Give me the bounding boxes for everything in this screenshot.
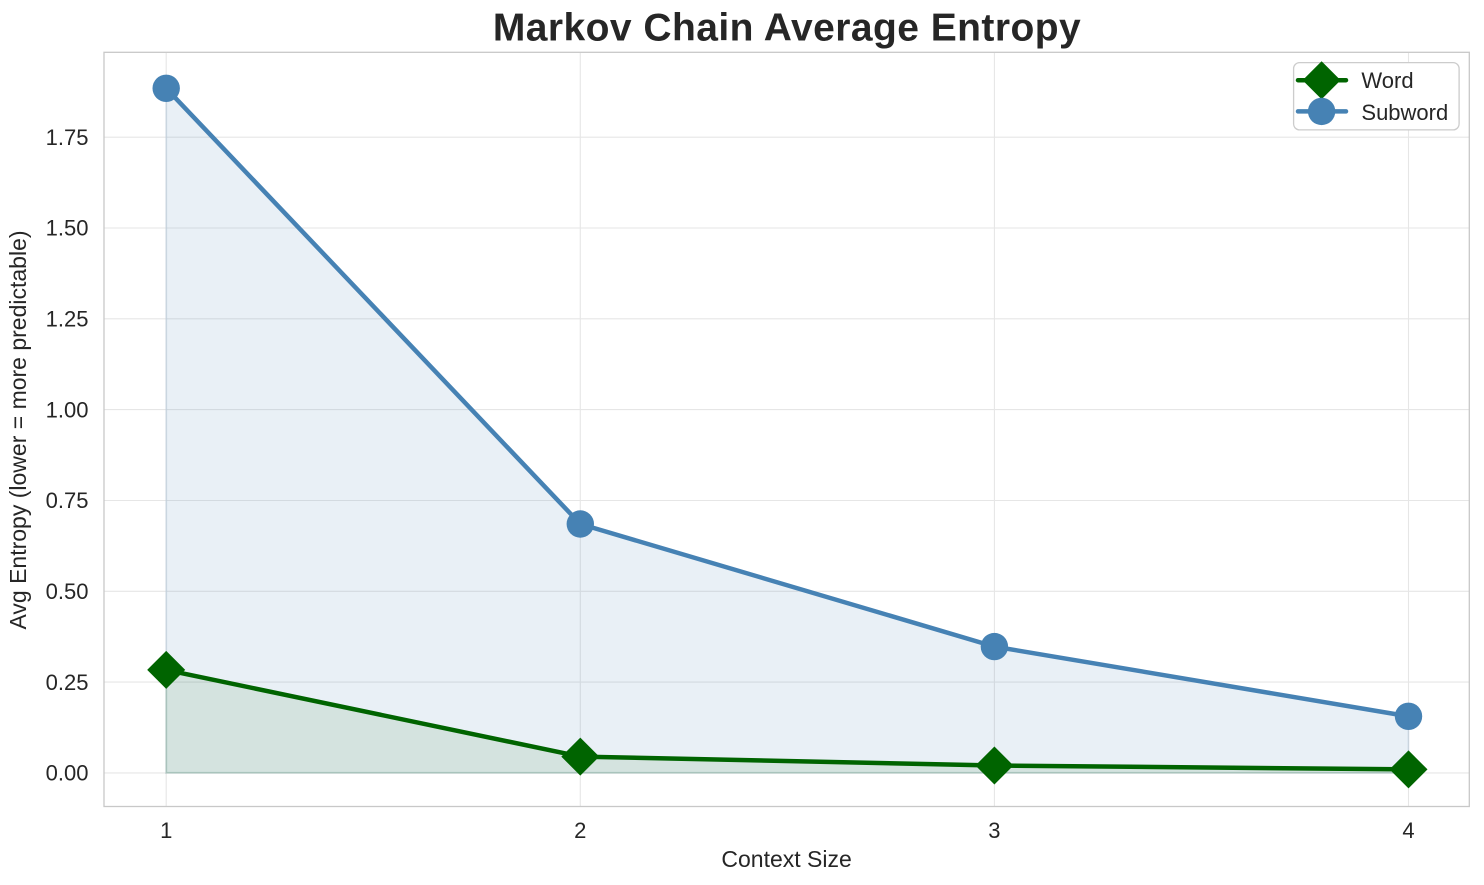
svg-text:1.75: 1.75	[46, 125, 89, 150]
svg-text:0.75: 0.75	[46, 488, 89, 513]
svg-text:1: 1	[160, 818, 172, 843]
svg-text:Markov Chain Average Entropy: Markov Chain Average Entropy	[493, 6, 1081, 49]
svg-text:1.50: 1.50	[46, 216, 89, 241]
svg-text:0.00: 0.00	[46, 761, 89, 786]
svg-text:Avg Entropy (lower = more pred: Avg Entropy (lower = more predictable)	[5, 230, 31, 629]
svg-text:4: 4	[1402, 818, 1414, 843]
svg-text:Word: Word	[1361, 68, 1413, 93]
svg-text:3: 3	[988, 818, 1000, 843]
svg-text:Context Size: Context Size	[721, 846, 851, 872]
svg-text:Subword: Subword	[1361, 100, 1448, 125]
svg-text:0.25: 0.25	[46, 670, 89, 695]
svg-text:1.00: 1.00	[46, 397, 89, 422]
svg-text:0.50: 0.50	[46, 579, 89, 604]
svg-text:2: 2	[574, 818, 586, 843]
svg-text:1.25: 1.25	[46, 307, 89, 332]
